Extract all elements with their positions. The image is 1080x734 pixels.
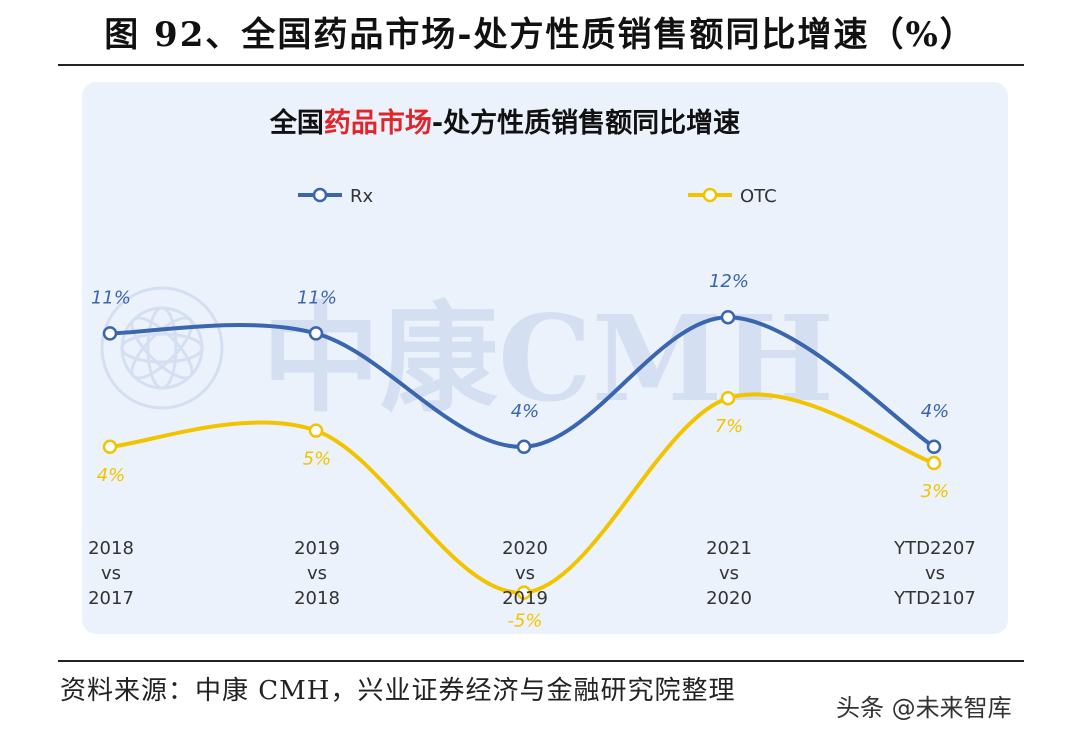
data-point-rx (720, 309, 736, 325)
source-rule (58, 660, 1024, 662)
x-tick-label: 2020 (502, 538, 548, 559)
x-axis-tick-labels: 2018 vs 2017 2019 vs 2018 2020 vs 2019 2021 vs 2020… (88, 538, 976, 609)
data-label-otc: -5% (507, 611, 542, 632)
data-point-otc (516, 585, 532, 600)
chart-title-prefix: 全国 (269, 107, 324, 139)
line-chart: 中康CMH 全国药品市场-处方性质销售额同比增速 Rx OTC 11% 11%4%1… (88, 107, 976, 632)
data-label-otc: 7% (715, 416, 744, 437)
data-point-otc (308, 423, 324, 438)
data-label-rx: 11% (297, 287, 337, 308)
chart-panel: 中康CMH 全国药品市场-处方性质销售额同比增速 Rx OTC 11% 11% 4% 1… (82, 82, 1008, 634)
x-tick-label: vs (101, 563, 121, 584)
chart-title-suffix: -处方性质销售额同比增速 (432, 107, 740, 139)
background-watermark: 中康CMH (100, 286, 834, 428)
x-tick-label: vs (719, 563, 739, 584)
data-point-rx (926, 439, 942, 455)
legend-label-otc: OTC (740, 186, 777, 207)
figure-title: 图 92、全国药品市场-处方性质销售额同比增速（%） (104, 14, 976, 55)
data-labels: 11% 11% 4% 12% 4% 4% 5% -5% 7% 3% (91, 271, 949, 631)
x-tick-label: 2019 (294, 538, 340, 559)
x-tick-label: YTD2107 (893, 588, 976, 609)
data-point-otc (720, 390, 736, 406)
data-label-rx: 11% (91, 287, 131, 308)
data-label-otc: 5% (303, 449, 332, 470)
legend: Rx OTC (298, 186, 777, 207)
data-point-rx (308, 326, 324, 341)
chart-title-highlight: 药品市场 (324, 107, 432, 139)
corner-watermark: 头条 @未来智库 (836, 694, 1012, 722)
x-tick-label: vs (925, 563, 945, 584)
chart-title: 全国药品市场-处方性质销售额同比增速 (269, 107, 740, 139)
data-label-rx: 4% (921, 401, 950, 422)
x-tick-label: 2018 (294, 588, 340, 609)
legend-label-rx: Rx (350, 186, 374, 207)
legend-marker-rx (312, 187, 328, 203)
data-label-rx: 4% (511, 401, 540, 422)
x-tick-label: 2018 (88, 538, 134, 559)
x-tick-label: 2020 (706, 588, 752, 609)
data-point-rx (516, 439, 532, 455)
x-tick-label: 2021 (706, 538, 752, 559)
title-rule (58, 64, 1024, 66)
watermark-text: 中康CMH (262, 289, 834, 428)
x-tick-label: 2019 (502, 588, 548, 609)
data-label-rx: 12% (709, 271, 749, 292)
data-label-otc: 4% (97, 465, 126, 486)
watermark-flower-icon (100, 286, 224, 410)
data-point-otc (926, 455, 942, 471)
x-tick-label: 2017 (88, 588, 134, 609)
data-label-otc: 3% (921, 481, 950, 502)
legend-marker-otc (702, 187, 718, 203)
x-tick-label: YTD2207 (893, 538, 976, 559)
series-points (102, 309, 942, 600)
x-tick-label: vs (307, 563, 327, 584)
data-point-otc (102, 439, 118, 455)
source-note: 资料来源：中康 CMH，兴业证券经济与金融研究院整理 (60, 675, 736, 706)
data-point-rx (102, 326, 118, 341)
x-tick-label: vs (515, 563, 535, 584)
